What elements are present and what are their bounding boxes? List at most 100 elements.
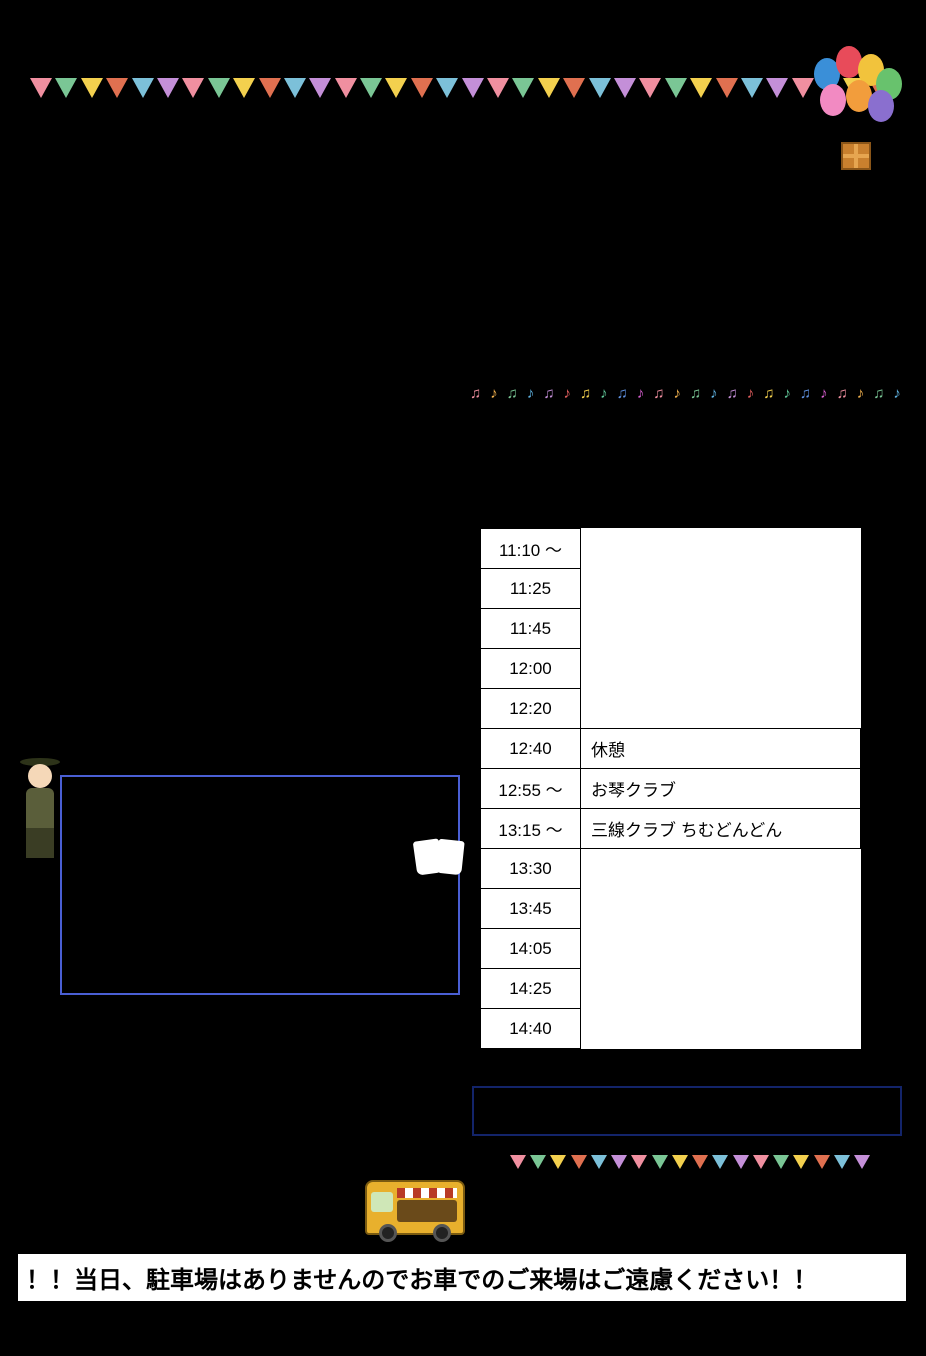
music-note-icon: ♫	[507, 385, 517, 402]
bunting-flag	[309, 78, 331, 98]
music-note-icon: ♫	[617, 385, 627, 402]
small-bunting-flag	[571, 1155, 587, 1169]
schedule-row: 12:40休憩	[481, 729, 861, 769]
bunting-decoration	[30, 78, 890, 98]
bunting-flag	[81, 78, 103, 98]
bunting-flag	[385, 78, 407, 98]
bunting-flag	[233, 78, 255, 98]
schedule-time: 12:40	[481, 729, 581, 769]
food-truck-icon	[365, 1180, 465, 1255]
bunting-flag	[132, 78, 154, 98]
closing-info-box	[472, 1086, 902, 1136]
schedule-row: 14:25	[481, 969, 861, 1009]
music-note-icon: ♫	[543, 385, 553, 402]
small-bunting-flag	[530, 1155, 546, 1169]
schedule-row: 12:00	[481, 649, 861, 689]
music-note-icon: ♪	[600, 385, 607, 402]
schedule-time: 11:45	[481, 609, 581, 649]
small-bunting-flag	[550, 1155, 566, 1169]
small-bunting-flag	[510, 1155, 526, 1169]
schedule-row: 11:45	[481, 609, 861, 649]
schedule-time: 14:25	[481, 969, 581, 1009]
small-bunting-flag	[631, 1155, 647, 1169]
small-bunting-flag	[814, 1155, 830, 1169]
music-note-icon: ♪	[490, 385, 497, 402]
bunting-flag	[259, 78, 281, 98]
small-bunting-flag	[611, 1155, 627, 1169]
schedule-desc: 三線クラブ ちむどんどん	[581, 809, 861, 849]
schedule-time: 13:15 ～	[481, 809, 581, 849]
music-note-icon: ♪	[747, 385, 754, 402]
small-bunting-decoration	[510, 1155, 870, 1169]
music-note-icon: ♫	[653, 385, 663, 402]
music-note-icon: ♫	[763, 385, 773, 402]
schedule-row: 13:45	[481, 889, 861, 929]
small-bunting-flag	[733, 1155, 749, 1169]
schedule-time: 13:45	[481, 889, 581, 929]
small-bunting-flag	[834, 1155, 850, 1169]
cafe-info-box	[60, 775, 460, 995]
schedule-row: 13:15 ～三線クラブ ちむどんどん	[481, 809, 861, 849]
schedule-row: 12:20	[481, 689, 861, 729]
music-note-icon: ♪	[893, 385, 900, 402]
parking-notice: ！！当日、駐車場はありませんのでお車でのご来場はご遠慮ください！！	[18, 1254, 906, 1301]
bunting-flag	[360, 78, 382, 98]
schedule-time: 12:20	[481, 689, 581, 729]
bunting-flag	[157, 78, 179, 98]
bunting-flag	[182, 78, 204, 98]
cups-icon	[415, 840, 459, 879]
bunting-flag	[614, 78, 636, 98]
bunting-flag	[55, 78, 77, 98]
schedule-time: 14:05	[481, 929, 581, 969]
music-note-icon: ♪	[564, 385, 571, 402]
bunting-flag	[563, 78, 585, 98]
schedule-time: 12:00	[481, 649, 581, 689]
schedule-desc: 休憩	[581, 729, 861, 769]
bunting-flag	[766, 78, 788, 98]
music-note-icon: ♫	[800, 385, 810, 402]
music-note-icon: ♪	[783, 385, 790, 402]
bunting-flag	[335, 78, 357, 98]
bunting-flag	[436, 78, 458, 98]
small-bunting-flag	[672, 1155, 688, 1169]
schedule-row: 11:25	[481, 569, 861, 609]
parking-notice-text: ！！当日、駐車場はありませんのでお車でのご来場はご遠慮ください！！	[26, 1267, 817, 1294]
bunting-flag	[639, 78, 661, 98]
bunting-flag	[106, 78, 128, 98]
music-note-icon: ♪	[637, 385, 644, 402]
small-bunting-flag	[773, 1155, 789, 1169]
bunting-flag	[208, 78, 230, 98]
bunting-flag	[741, 78, 763, 98]
small-bunting-flag	[793, 1155, 809, 1169]
music-note-icon: ♫	[727, 385, 737, 402]
schedule-time: 12:55 ～	[481, 769, 581, 809]
bunting-flag	[487, 78, 509, 98]
schedule-time: 13:30	[481, 849, 581, 889]
bunting-flag	[716, 78, 738, 98]
music-note-icon: ♪	[820, 385, 827, 402]
music-note-icon: ♪	[710, 385, 717, 402]
bunting-flag	[411, 78, 433, 98]
bunting-flag	[665, 78, 687, 98]
bunting-flag	[538, 78, 560, 98]
schedule-time: 14:40	[481, 1009, 581, 1049]
music-note-icon: ♫	[873, 385, 883, 402]
balloons-decoration	[806, 40, 906, 170]
music-note-icon: ♪	[527, 385, 534, 402]
small-bunting-flag	[854, 1155, 870, 1169]
small-bunting-flag	[753, 1155, 769, 1169]
music-note-icon: ♫	[837, 385, 847, 402]
bunting-flag	[462, 78, 484, 98]
music-note-icon: ♫	[690, 385, 700, 402]
balloon	[868, 90, 894, 122]
schedule-time: 11:25	[481, 569, 581, 609]
schedule-row: 14:05	[481, 929, 861, 969]
balloon	[820, 84, 846, 116]
music-note-icon: ♪	[673, 385, 680, 402]
small-bunting-flag	[712, 1155, 728, 1169]
bunting-flag	[512, 78, 534, 98]
schedule-row: 14:40	[481, 1009, 861, 1049]
bunting-flag	[690, 78, 712, 98]
music-note-icon: ♪	[857, 385, 864, 402]
bunting-flag	[589, 78, 611, 98]
